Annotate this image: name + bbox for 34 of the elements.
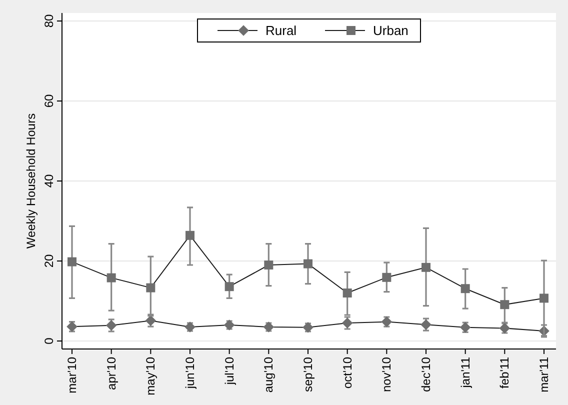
x-tick-label: mar'11: [537, 356, 551, 392]
point: [382, 272, 392, 282]
x-tick-label: jan'11: [458, 356, 472, 389]
point: [68, 257, 76, 266]
x-tick-label: oct'10: [340, 356, 354, 389]
point: [460, 284, 470, 294]
x-tick-label: jun'10: [183, 356, 197, 390]
legend-label: Rural: [266, 23, 297, 38]
point: [422, 262, 430, 272]
point: [500, 300, 510, 310]
x-tick-label: apr'10: [104, 356, 118, 390]
x-tick-label: jul'10: [222, 356, 236, 386]
point: [304, 259, 312, 268]
x-tick-label: nov'10: [380, 356, 394, 392]
y-axis-title: Weekly Household Hours: [24, 113, 38, 249]
legend-label: Urban: [373, 23, 408, 38]
point: [186, 230, 194, 240]
y-tick-label: 0: [42, 337, 56, 344]
point: [540, 294, 548, 303]
x-tick-label: mar'10: [65, 356, 79, 394]
y-tick-label: 60: [42, 94, 56, 108]
point: [106, 273, 116, 282]
point: [224, 282, 234, 292]
point: [342, 288, 352, 298]
x-tick-label: sep'10: [301, 356, 315, 392]
x-tick-label: may'10: [144, 356, 158, 396]
point: [146, 283, 156, 292]
y-tick-label: 80: [42, 14, 56, 28]
x-tick-label: aug'10: [262, 356, 276, 393]
x-tick-label: feb'11: [498, 356, 512, 388]
point: [264, 260, 274, 270]
x-tick-label: dec'10: [419, 356, 433, 392]
y-tick-label: 40: [42, 174, 56, 188]
y-tick-label: 20: [42, 254, 56, 268]
